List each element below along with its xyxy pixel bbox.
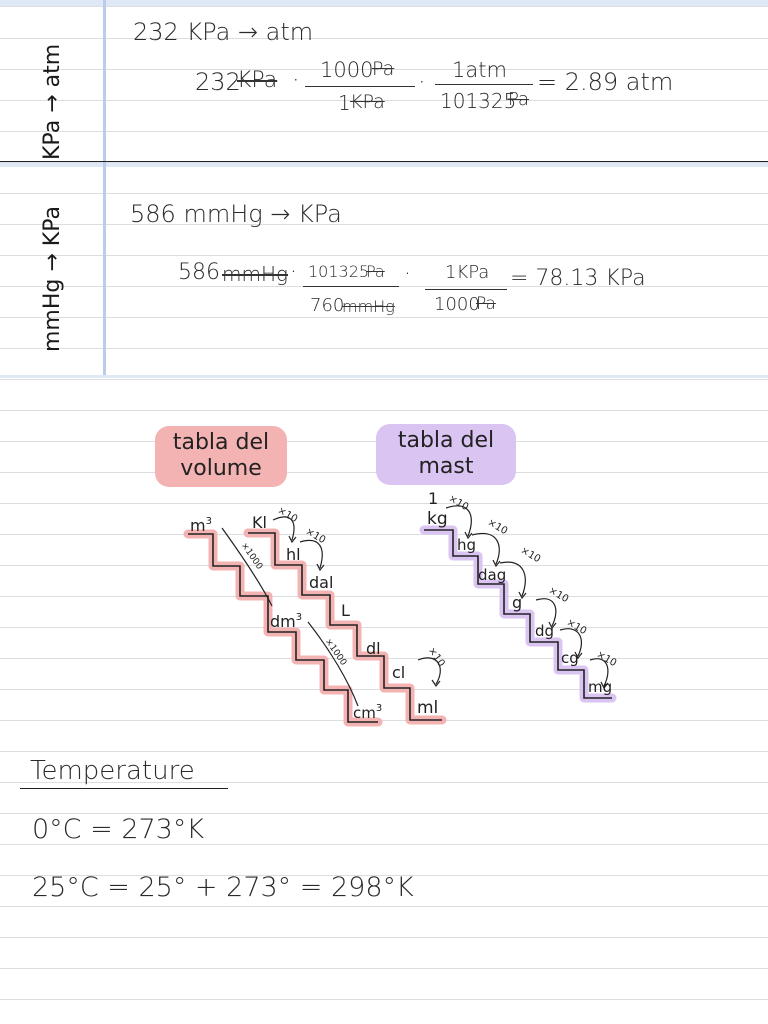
fraction2-denominator: 1000: [434, 294, 480, 315]
arrow-cg-mg: [589, 658, 609, 687]
fraction1-bar: [303, 286, 399, 287]
unit-m3: m3: [190, 516, 212, 535]
arrow-cl-ml: [417, 657, 441, 685]
result-mmhg-kpa: = 78.13 KPa: [510, 266, 646, 291]
label-x10-5: ×10: [565, 617, 589, 637]
margin-line: [103, 0, 106, 375]
arrow-kl-hl: [272, 516, 295, 541]
temperature-underline: [20, 788, 228, 789]
section-band-bottom: [0, 375, 768, 378]
unit-dm3-sup: 3: [296, 612, 302, 623]
unit-kg: kg: [427, 509, 448, 529]
section-band: [0, 163, 768, 167]
unit-dl: dl: [366, 639, 381, 658]
start-unit: mmHg: [222, 262, 289, 286]
mass-line: [424, 529, 612, 699]
unit-kl: Kl: [252, 513, 267, 532]
arrow-hg-dag: [471, 532, 500, 565]
fraction2-den-unit: Pa: [508, 89, 530, 110]
fraction2-numerator: 1KPa: [445, 262, 490, 283]
result-kpa-atm: = 2.89 atm: [537, 68, 674, 96]
unit-g: g: [512, 593, 522, 612]
unit-cg: cg: [561, 649, 579, 667]
volume-title-line1: tabla del: [172, 430, 270, 455]
fraction1-num-unit: Pa: [366, 262, 385, 281]
unit-ml: ml: [417, 698, 438, 718]
arrow-hl-dal: [299, 539, 323, 569]
fraction1-num-unit: Pa: [372, 58, 395, 80]
fraction2-numerator: 1atm: [452, 58, 507, 82]
unit-dm3: dm3: [270, 612, 302, 631]
unit-dag: dag: [478, 566, 506, 584]
multiply-dot: ·: [418, 68, 426, 96]
temperature-eq2: 25°C = 25° + 273° = 298°K: [32, 872, 414, 903]
temperature-heading: Temperature: [30, 756, 195, 786]
mass-table-title: tabla del mast: [376, 424, 516, 485]
unit-dal: dal: [309, 573, 333, 592]
label-one: 1: [428, 489, 438, 508]
volume-cubic-line: [188, 533, 378, 723]
fraction1-den-unit: KPa: [350, 91, 385, 113]
section-divider: [0, 161, 768, 162]
heading-mmhg-kpa: 586 mmHg → KPa: [130, 200, 342, 228]
mass-stairs: 1 kg hg dag g dg cg mg ×10 ×10 ×10 ×10 ×…: [419, 489, 619, 703]
fraction2-denominator: 101325: [440, 89, 517, 113]
unit-m3-base: m: [190, 516, 206, 535]
volume-liter-line: [248, 532, 442, 721]
fraction1-den-unit: mmHg: [342, 297, 395, 316]
fraction1-bar: [305, 86, 415, 87]
volume-cubic-stairs: m3 dm3 cm3 ×1000 ×1000 Kl hl dal L dl cl…: [183, 489, 619, 727]
fraction1-numerator: 1000: [320, 58, 374, 82]
fraction2-bar: [425, 289, 507, 290]
start-value: 232: [195, 68, 241, 96]
label-x10-b: ×10: [304, 526, 328, 546]
unit-m3-sup: 3: [206, 516, 212, 527]
unit-cl: cl: [392, 663, 405, 682]
start-value: 586: [178, 260, 220, 285]
fraction2-den-unit: Pa: [476, 294, 496, 314]
top-band: [0, 0, 768, 6]
label-x10-a: ×10: [276, 505, 300, 525]
volume-liter-stairs: Kl hl dal L dl cl ml ×10 ×10 ×10 1 kg hg…: [243, 489, 619, 725]
unit-dm3-base: dm: [270, 612, 296, 631]
multiply-dot: ·: [404, 262, 411, 287]
mass-title-line2: mast: [418, 454, 474, 480]
fraction2-bar: [435, 84, 533, 85]
unit-cm3-base: cm: [353, 704, 376, 722]
volume-table-title: tabla del volume: [155, 426, 287, 487]
cubic-arc-1: [221, 527, 273, 607]
fraction1-numerator: 101325: [308, 262, 370, 281]
volume-title-line2: volume: [180, 456, 262, 482]
unit-hg: hg: [457, 536, 476, 554]
multiply-dot: ·: [292, 66, 300, 94]
arrow-g-dg: [535, 598, 557, 627]
fraction1-denominator: 760: [310, 295, 345, 316]
label-x10-1: ×10: [447, 493, 471, 513]
multiply-dot: ·: [290, 260, 297, 285]
start-unit: KPa: [237, 68, 278, 93]
unit-cm3-sup: 3: [376, 703, 382, 714]
arrow-dag-g: [499, 561, 526, 597]
mass-title-line1: tabla del: [397, 428, 495, 453]
label-x10-3: ×10: [519, 545, 543, 565]
unit-l: L: [341, 601, 350, 620]
cubic-arc-2: [307, 621, 359, 707]
temperature-eq1: 0°C = 273°K: [32, 814, 205, 845]
unit-cm3: cm3: [353, 703, 382, 722]
arrow-kg-hg: [445, 505, 472, 537]
unit-hl: hl: [286, 545, 301, 564]
fraction1-denominator: 1: [338, 91, 351, 115]
arrow-dg-cg: [559, 628, 582, 657]
label-x10-4: ×10: [547, 585, 571, 605]
unit-mg: mg: [588, 678, 612, 696]
unit-dg: dg: [535, 622, 554, 640]
label-x10-6: ×10: [595, 649, 619, 669]
heading-kpa-atm: 232 KPa → atm: [133, 18, 314, 46]
